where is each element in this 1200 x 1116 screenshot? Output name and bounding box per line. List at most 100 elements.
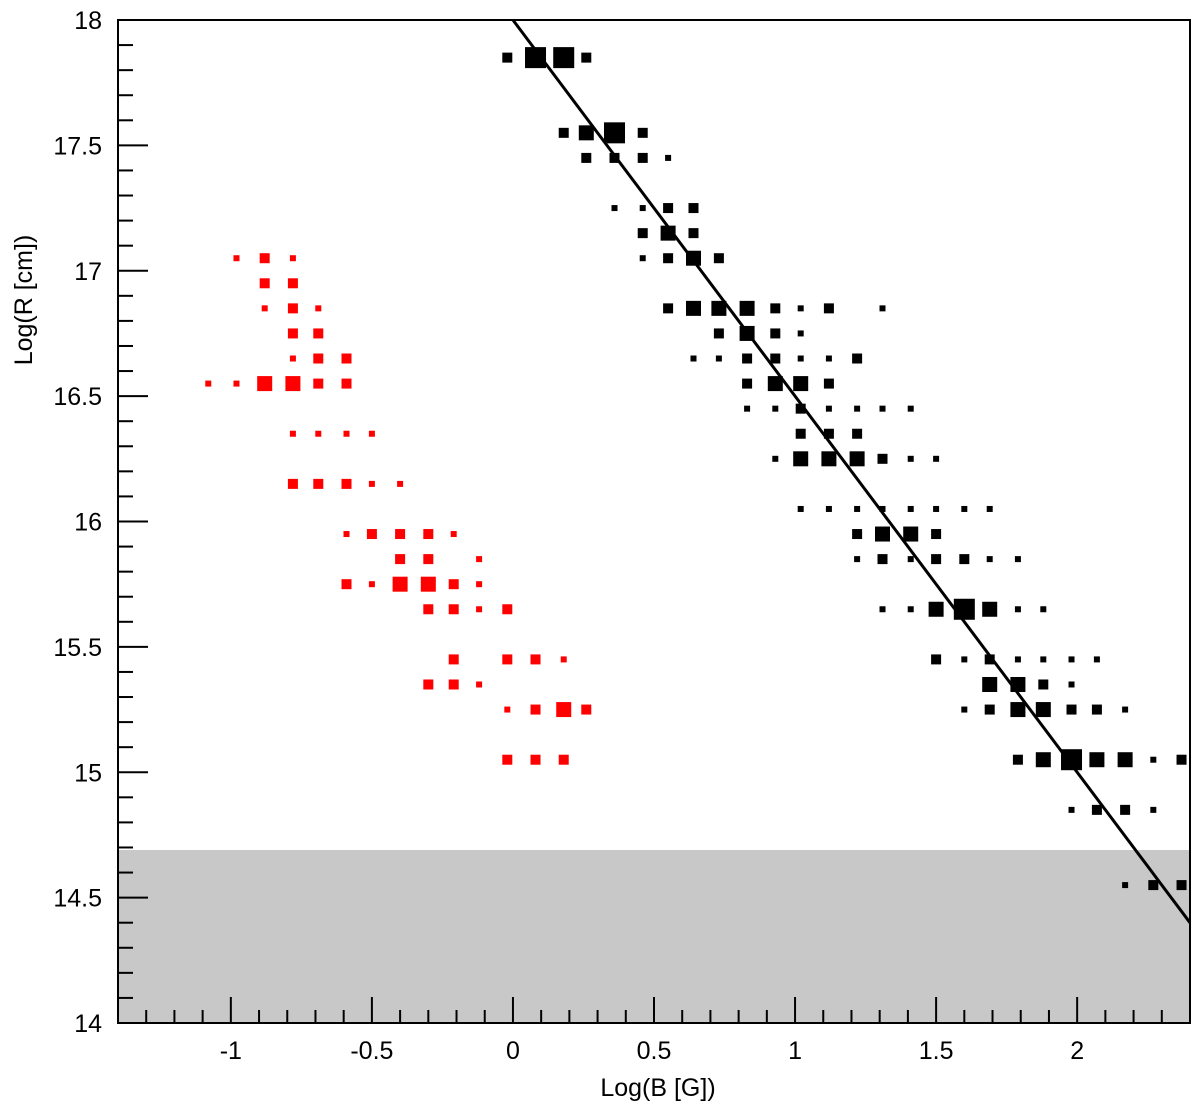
data-box-0 <box>854 405 861 412</box>
data-box-0 <box>1176 880 1187 891</box>
fit-line <box>511 19 1192 924</box>
data-box-0 <box>637 127 648 138</box>
data-box-0 <box>907 606 914 613</box>
data-box-0 <box>553 47 575 69</box>
data-box-0 <box>823 428 834 439</box>
data-box-1 <box>289 355 296 362</box>
data-box-0 <box>1014 556 1021 563</box>
axes: -1 -0.5 0 0.5 1 1.5 2 14 14.5 15 15.5 16 16.5 17 17.5 1… <box>53 7 1191 1065</box>
data-box-0 <box>578 125 594 141</box>
data-box-0 <box>879 606 886 613</box>
data-box-0 <box>928 601 944 617</box>
data-box-1 <box>476 556 483 563</box>
data-box-0 <box>849 451 865 467</box>
data-box-0 <box>1089 752 1105 768</box>
data-box-0 <box>907 405 914 412</box>
data-box-0 <box>793 376 809 392</box>
data-box-0 <box>852 353 863 364</box>
x-tick-label: -0.5 <box>350 1037 393 1065</box>
data-box-0 <box>825 355 832 362</box>
data-box-1 <box>530 654 541 665</box>
data-box-1 <box>287 478 298 489</box>
data-box-1 <box>448 604 459 615</box>
data-box-0 <box>558 127 569 138</box>
y-tick-label: 14.5 <box>53 885 102 913</box>
data-box-0 <box>1117 752 1133 768</box>
y-tick-label: 18 <box>74 7 102 35</box>
data-box-1 <box>343 531 350 538</box>
data-box-1 <box>368 480 375 487</box>
data-box-1 <box>423 554 434 565</box>
data-box-0 <box>961 505 968 512</box>
data-box-1 <box>259 253 270 264</box>
data-box-1 <box>560 656 567 663</box>
data-box-1 <box>448 654 459 665</box>
data-box-0 <box>877 554 888 565</box>
x-tick-label: 0 <box>506 1037 520 1065</box>
y-tick-label: 14 <box>74 1010 102 1038</box>
data-box-0 <box>772 455 779 462</box>
y-tick-label: 15 <box>74 759 102 787</box>
data-box-0 <box>1014 606 1021 613</box>
data-box-0 <box>854 556 861 563</box>
x-tick-label: 1 <box>788 1037 802 1065</box>
data-box-0 <box>609 152 620 163</box>
data-box-0 <box>961 706 968 713</box>
data-box-1 <box>448 579 459 590</box>
data-box-0 <box>772 405 779 412</box>
data-box-1 <box>341 378 352 389</box>
data-box-1 <box>530 704 541 715</box>
data-box-0 <box>713 328 724 339</box>
data-box-1 <box>289 255 296 262</box>
data-box-1 <box>392 576 408 592</box>
y-tick-label: 17.5 <box>53 132 102 160</box>
data-box-0 <box>739 300 755 316</box>
data-box-0 <box>1148 880 1159 891</box>
data-box-0 <box>1068 681 1075 688</box>
data-box-1 <box>315 430 322 437</box>
data-box-0 <box>907 455 914 462</box>
data-box-1 <box>476 606 483 613</box>
data-box-0 <box>581 152 592 163</box>
shaded-region <box>118 849 1190 1023</box>
data-box-0 <box>688 228 699 239</box>
data-box-1 <box>313 353 324 364</box>
data-box-1 <box>395 529 406 540</box>
data-box-0 <box>879 505 886 512</box>
data-box-0 <box>907 556 914 563</box>
data-box-1 <box>368 581 375 588</box>
data-box-0 <box>665 154 672 161</box>
data-box-0 <box>1122 706 1129 713</box>
data-box-1 <box>233 255 240 262</box>
x-axis-title: Log(B [G]) <box>600 1074 715 1102</box>
data-box-1 <box>476 681 483 688</box>
y-axis-title: Log(R [cm]) <box>10 235 38 366</box>
data-box-1 <box>504 706 511 713</box>
data-box-0 <box>711 300 727 316</box>
data-box-0 <box>793 451 809 467</box>
data-box-1 <box>397 480 404 487</box>
data-box-0 <box>1093 656 1100 663</box>
data-box-1 <box>341 478 352 489</box>
data-box-1 <box>502 754 513 765</box>
data-box-0 <box>1120 804 1131 815</box>
data-box-0 <box>931 654 942 665</box>
data-box-0 <box>879 305 886 312</box>
data-box-0 <box>502 52 513 63</box>
data-box-0 <box>744 405 751 412</box>
data-box-1 <box>558 754 569 765</box>
data-box-0 <box>1061 749 1083 771</box>
data-box-1 <box>423 529 434 540</box>
data-box-0 <box>715 355 722 362</box>
data-box-0 <box>1040 656 1047 663</box>
data-box-1 <box>581 704 592 715</box>
data-box-0 <box>982 601 998 617</box>
data-box-0 <box>637 228 648 239</box>
y-tick-label: 17 <box>74 258 102 286</box>
data-box-0 <box>690 355 697 362</box>
data-box-1 <box>341 353 352 364</box>
data-box-1 <box>313 478 324 489</box>
data-box-1 <box>423 604 434 615</box>
data-box-1 <box>287 303 298 314</box>
